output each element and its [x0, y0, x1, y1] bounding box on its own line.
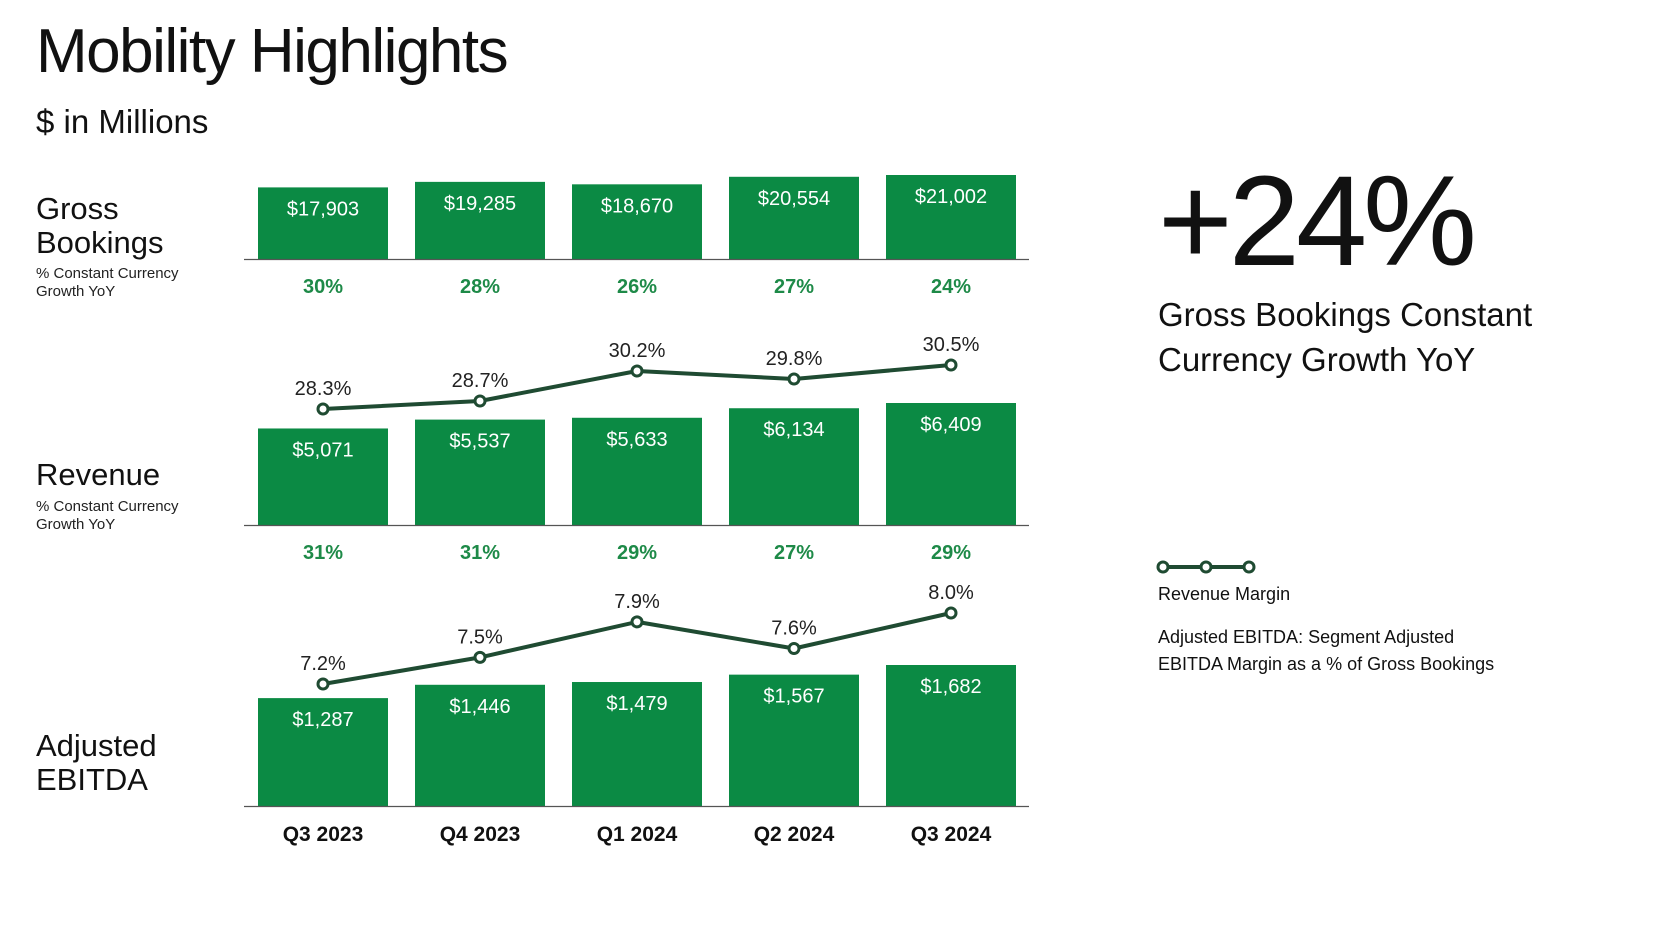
- gross-bookings-bar: [415, 181, 545, 259]
- gross-bookings-sublabel: % Constant Currency Growth YoY: [36, 265, 179, 301]
- adjusted-ebitda-margin-label: 7.9%: [614, 591, 660, 613]
- x-tick-label: Q1 2024: [597, 823, 678, 846]
- page-title: Mobility Highlights: [36, 17, 509, 86]
- legend-note: Adjusted EBITDA: Segment Adjusted EBITDA…: [1158, 624, 1538, 678]
- adjusted-ebitda-label-line2: EBITDA: [36, 762, 148, 797]
- gross-bookings-label-line1: Gross: [36, 191, 119, 226]
- revenue-margin-point: [316, 402, 330, 416]
- gross-bookings-bar: [729, 176, 859, 259]
- revenue-label: Revenue: [36, 457, 161, 492]
- adjusted-ebitda-value-label: $1,479: [606, 693, 667, 715]
- gross-bookings-label: Gross Bookings: [36, 192, 164, 260]
- adjusted-ebitda-value-label: $1,567: [763, 686, 824, 708]
- adjusted-ebitda-bar: [572, 682, 702, 806]
- gross-bookings-bar: [886, 175, 1016, 259]
- revenue-bar: [415, 419, 545, 525]
- gross-bookings-growth-label: 28%: [460, 276, 500, 298]
- highlight-caption-line2: Currency Growth YoY: [1158, 341, 1476, 378]
- adjusted-ebitda-label: Adjusted EBITDA: [36, 729, 157, 797]
- x-tick-label: Q4 2023: [440, 823, 521, 846]
- adjusted-ebitda-bar: [415, 684, 545, 806]
- adjusted-ebitda-margin-point: [316, 677, 330, 691]
- adjusted-ebitda-margin-label: 7.2%: [300, 653, 346, 675]
- revenue-sub-line1: % Constant Currency: [36, 498, 179, 515]
- adjusted-ebitda-value-label: $1,446: [449, 696, 510, 718]
- revenue-value-label: $6,134: [763, 419, 824, 441]
- gross-bookings-bar: [572, 184, 702, 259]
- gross-bookings-sub-line2: Growth YoY: [36, 283, 116, 300]
- revenue-value-label: $5,071: [292, 439, 353, 461]
- gross-bookings-label-line2: Bookings: [36, 225, 164, 260]
- revenue-margin-point: [944, 358, 958, 372]
- gross-bookings-value-label: $19,285: [444, 193, 516, 215]
- page-subtitle: $ in Millions: [36, 103, 209, 140]
- adjusted-ebitda-margin-point: [787, 642, 801, 655]
- legend-label: Revenue Margin: [1158, 584, 1291, 604]
- revenue-growth-label: 31%: [460, 542, 500, 564]
- revenue-margin-label: 29.8%: [766, 348, 823, 370]
- gross-bookings-growth-label: 26%: [617, 276, 657, 298]
- adjusted-ebitda-bar: [886, 665, 1016, 806]
- legend-line-icon: [1156, 560, 1256, 574]
- revenue-margin-label: 28.3%: [295, 378, 352, 400]
- adjusted-ebitda-bar: [729, 674, 859, 806]
- revenue-margin-label: 30.5%: [923, 334, 980, 356]
- gross-bookings-growth-label: 30%: [303, 276, 343, 298]
- revenue-margin-point: [473, 394, 487, 408]
- legend: Revenue Margin Adjusted EBITDA: Segment …: [1156, 556, 1576, 674]
- adjusted-ebitda-label-line1: Adjusted: [36, 728, 157, 763]
- legend-note-line2: EBITDA Margin as a % of Gross Bookings: [1158, 654, 1495, 674]
- revenue-growth-label: 29%: [617, 542, 657, 564]
- adjusted-ebitda-margin-label: 7.5%: [457, 626, 503, 648]
- revenue-growth-label: 31%: [303, 542, 343, 564]
- revenue-margin-label: 28.7%: [452, 370, 509, 392]
- revenue-value-label: $6,409: [920, 414, 981, 436]
- revenue-sublabel: % Constant Currency Growth YoY: [36, 498, 179, 534]
- x-tick-label: Q2 2024: [754, 823, 835, 846]
- revenue-value-label: $5,537: [449, 431, 510, 453]
- gross-bookings-growth-label: 27%: [774, 276, 814, 298]
- gross-bookings-growth-label: 24%: [931, 276, 971, 298]
- gross-bookings-value-label: $18,670: [601, 195, 673, 217]
- highlight-caption: Gross Bookings Constant Currency Growth …: [1158, 292, 1618, 382]
- adjusted-ebitda-bar: [258, 698, 388, 806]
- revenue-margin-point: [630, 364, 644, 378]
- revenue-bar: [886, 403, 1016, 525]
- revenue-margin-label: 30.2%: [609, 340, 666, 362]
- revenue-value-label: $5,633: [606, 429, 667, 451]
- highlight-caption-line1: Gross Bookings Constant: [1158, 296, 1533, 333]
- x-tick-label: Q3 2023: [283, 823, 364, 846]
- adjusted-ebitda-margin-label: 7.6%: [771, 618, 817, 640]
- revenue-margin-point: [787, 372, 801, 386]
- revenue-bar: [729, 408, 859, 525]
- adjusted-ebitda-margin-point: [630, 615, 644, 629]
- x-tick-label: Q3 2024: [911, 823, 992, 846]
- revenue-sub-line2: Growth YoY: [36, 516, 116, 533]
- adjusted-ebitda-margin-label: 8.0%: [928, 582, 974, 604]
- revenue-growth-label: 29%: [931, 542, 971, 564]
- adjusted-ebitda-value-label: $1,682: [920, 676, 981, 698]
- gross-bookings-sub-line1: % Constant Currency: [36, 265, 179, 282]
- legend-note-line1: Adjusted EBITDA: Segment Adjusted: [1158, 627, 1455, 647]
- gross-bookings-value-label: $20,554: [758, 188, 830, 210]
- gross-bookings-value-label: $17,903: [287, 198, 359, 220]
- adjusted-ebitda-value-label: $1,287: [292, 709, 353, 731]
- adjusted-ebitda-margin-point: [473, 650, 487, 664]
- gross-bookings-value-label: $21,002: [915, 186, 987, 208]
- highlight-value: +24%: [1158, 150, 1477, 293]
- gross-bookings-bar: [258, 187, 388, 259]
- adjusted-ebitda-margin-point: [944, 606, 958, 620]
- revenue-bar: [258, 428, 388, 525]
- revenue-growth-label: 27%: [774, 542, 814, 564]
- revenue-bar: [572, 417, 702, 525]
